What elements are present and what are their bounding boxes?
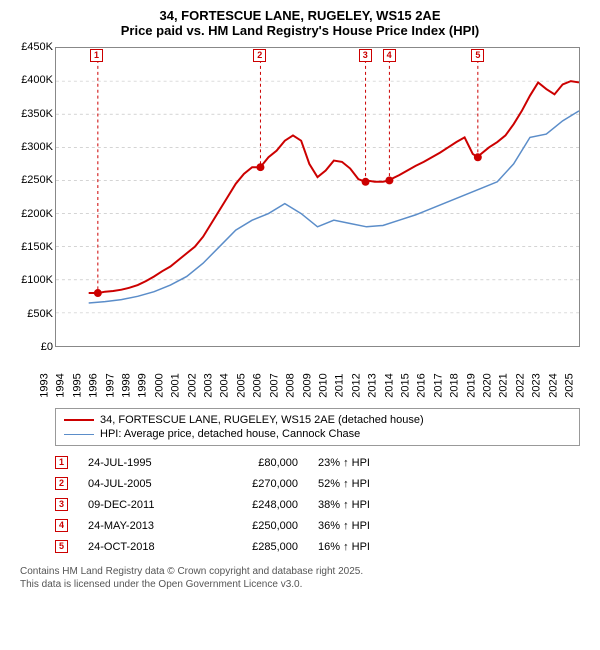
row-pct: 38% ↑ HPI bbox=[318, 499, 418, 511]
row-price: £270,000 bbox=[218, 478, 298, 490]
footer-line2: This data is licensed under the Open Gov… bbox=[20, 578, 580, 591]
row-pct: 36% ↑ HPI bbox=[318, 520, 418, 532]
row-marker: 2 bbox=[55, 477, 68, 490]
row-price: £285,000 bbox=[218, 541, 298, 553]
title-line1: 34, FORTESCUE LANE, RUGELEY, WS15 2AE bbox=[10, 8, 590, 23]
marker-number: 1 bbox=[90, 49, 103, 62]
y-tick-label: £50K bbox=[10, 308, 53, 320]
row-date: 24-OCT-2018 bbox=[88, 541, 198, 553]
row-marker: 4 bbox=[55, 519, 68, 532]
chart-area: £0 £50K £100K £150K £200K £250K £300K £350K £400… bbox=[10, 42, 590, 402]
legend-label: 34, FORTESCUE LANE, RUGELEY, WS15 2AE (d… bbox=[100, 414, 424, 426]
legend-label: HPI: Average price, detached house, Cann… bbox=[100, 428, 360, 440]
y-tick-label: £100K bbox=[10, 274, 53, 286]
row-price: £250,000 bbox=[218, 520, 298, 532]
y-tick-label: £200K bbox=[10, 208, 53, 220]
y-tick-label: £450K bbox=[10, 41, 53, 53]
table-row: 2 04-JUL-2005 £270,000 52% ↑ HPI bbox=[55, 473, 580, 494]
chart-title: 34, FORTESCUE LANE, RUGELEY, WS15 2AE Pr… bbox=[0, 0, 600, 42]
footer-line1: Contains HM Land Registry data © Crown c… bbox=[20, 565, 580, 578]
y-tick-label: £150K bbox=[10, 241, 53, 253]
row-pct: 23% ↑ HPI bbox=[318, 457, 418, 469]
legend: 34, FORTESCUE LANE, RUGELEY, WS15 2AE (d… bbox=[55, 408, 580, 446]
y-tick-label: £350K bbox=[10, 108, 53, 120]
marker-number: 4 bbox=[383, 49, 396, 62]
row-marker: 1 bbox=[55, 456, 68, 469]
y-tick-label: £250K bbox=[10, 174, 53, 186]
table-row: 3 09-DEC-2011 £248,000 38% ↑ HPI bbox=[55, 494, 580, 515]
plot-region bbox=[55, 47, 580, 347]
row-date: 24-JUL-1995 bbox=[88, 457, 198, 469]
legend-swatch bbox=[64, 434, 94, 435]
row-pct: 16% ↑ HPI bbox=[318, 541, 418, 553]
marker-number: 3 bbox=[359, 49, 372, 62]
row-pct: 52% ↑ HPI bbox=[318, 478, 418, 490]
legend-item: HPI: Average price, detached house, Cann… bbox=[64, 427, 571, 441]
table-row: 4 24-MAY-2013 £250,000 36% ↑ HPI bbox=[55, 515, 580, 536]
y-tick-label: £0 bbox=[10, 341, 53, 353]
attribution-footer: Contains HM Land Registry data © Crown c… bbox=[20, 565, 580, 591]
row-price: £80,000 bbox=[218, 457, 298, 469]
legend-item: 34, FORTESCUE LANE, RUGELEY, WS15 2AE (d… bbox=[64, 413, 571, 427]
row-marker: 3 bbox=[55, 498, 68, 511]
x-tick-label: 2025 bbox=[564, 373, 597, 397]
marker-number: 2 bbox=[253, 49, 266, 62]
legend-swatch bbox=[64, 419, 94, 421]
line-series bbox=[56, 48, 579, 346]
row-date: 09-DEC-2011 bbox=[88, 499, 198, 511]
row-date: 04-JUL-2005 bbox=[88, 478, 198, 490]
y-tick-label: £400K bbox=[10, 74, 53, 86]
series-line bbox=[89, 111, 579, 303]
y-tick-label: £300K bbox=[10, 141, 53, 153]
series-line bbox=[89, 81, 579, 293]
table-row: 1 24-JUL-1995 £80,000 23% ↑ HPI bbox=[55, 452, 580, 473]
marker-number: 5 bbox=[471, 49, 484, 62]
row-marker: 5 bbox=[55, 540, 68, 553]
transaction-table: 1 24-JUL-1995 £80,000 23% ↑ HPI 2 04-JUL-2005… bbox=[55, 452, 580, 557]
row-date: 24-MAY-2013 bbox=[88, 520, 198, 532]
table-row: 5 24-OCT-2018 £285,000 16% ↑ HPI bbox=[55, 536, 580, 557]
title-line2: Price paid vs. HM Land Registry's House … bbox=[10, 23, 590, 38]
row-price: £248,000 bbox=[218, 499, 298, 511]
